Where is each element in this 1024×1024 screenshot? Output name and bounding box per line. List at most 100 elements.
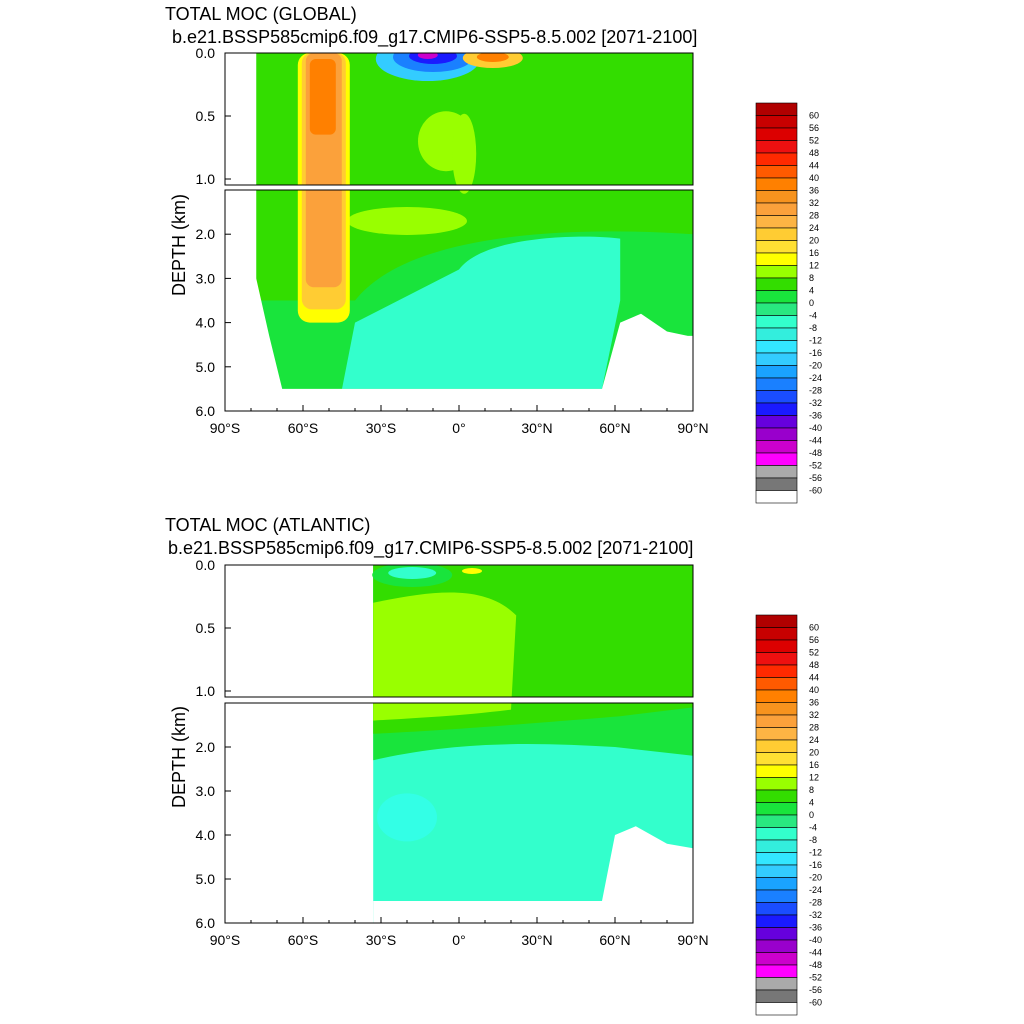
colorbar-box: [755, 315, 798, 329]
colorbar-label: 4: [809, 286, 814, 296]
y-tick-label: 5.0: [196, 359, 216, 375]
colorbar-label: 48: [809, 148, 819, 158]
colorbar-box: [755, 864, 798, 878]
chart-subtitle: b.e21.BSSP585cmip6.f09_g17.CMIP6-SSP5-8.…: [172, 27, 697, 48]
x-tick-label: 60°S: [288, 932, 319, 948]
colorbar-box: [755, 277, 798, 291]
x-tick-label: 60°N: [599, 420, 630, 436]
field-region: [347, 206, 467, 235]
colorbar-label: 0: [809, 810, 814, 820]
field-region: [388, 567, 437, 579]
colorbar-label: -56: [809, 985, 822, 995]
colorbar-box: [755, 877, 798, 891]
colorbar-label: -40: [809, 935, 822, 945]
colorbar-box: [755, 952, 798, 966]
colorbar-box: [755, 614, 798, 628]
land-mask: [373, 826, 693, 923]
colorbar-label: -44: [809, 436, 822, 446]
colorbar-box: [755, 914, 798, 928]
y-tick-label: 5.0: [196, 871, 216, 887]
colorbar-box: [755, 689, 798, 703]
colorbar-box: [755, 702, 798, 716]
colorbar-box: [755, 727, 798, 741]
colorbar-label: 52: [809, 136, 819, 146]
colorbar-global: 60565248444036322824201612840-4-8-12-16-…: [755, 102, 822, 504]
colorbar-box: [755, 390, 798, 404]
colorbar-label: -20: [809, 873, 822, 883]
y-axis-label: DEPTH (km): [169, 194, 189, 296]
colorbar-label: -56: [809, 473, 822, 483]
y-tick-label: 6.0: [196, 915, 216, 931]
colorbar-box: [755, 377, 798, 391]
y-tick-label: 6.0: [196, 403, 216, 419]
colorbar-box: [755, 977, 798, 991]
colorbar-box: [755, 639, 798, 653]
colorbar-box: [755, 427, 798, 441]
chart-subtitle: b.e21.BSSP585cmip6.f09_g17.CMIP6-SSP5-8.…: [168, 538, 693, 559]
colorbar-box: [755, 465, 798, 479]
colorbar-label: 40: [809, 685, 819, 695]
colorbar-box: [755, 802, 798, 816]
colorbar-label: 36: [809, 698, 819, 708]
plot-frame: [224, 52, 694, 186]
y-tick-label: 1.0: [196, 171, 216, 187]
colorbar-label: -24: [809, 885, 822, 895]
x-tick-label: 0°: [452, 420, 465, 436]
colorbar-label: -48: [809, 448, 822, 458]
colorbar-label: 60: [809, 111, 819, 121]
colorbar-label: 56: [809, 635, 819, 645]
colorbar-box: [755, 440, 798, 454]
colorbar-label: 24: [809, 735, 819, 745]
colorbar-box: [755, 415, 798, 429]
field-region: [417, 53, 438, 59]
colorbar-label: 40: [809, 173, 819, 183]
colorbar-label: -60: [809, 998, 822, 1008]
colorbar-box: [755, 240, 798, 254]
colorbar-label: 28: [809, 211, 819, 221]
y-tick-label: 0.0: [196, 45, 216, 61]
colorbar-label: 44: [809, 161, 819, 171]
colorbar-box: [755, 752, 798, 766]
colorbar-label: -40: [809, 423, 822, 433]
x-tick-label: 0°: [452, 932, 465, 948]
y-tick-label: 2.0: [196, 226, 216, 242]
colorbar-box: [755, 852, 798, 866]
field-region: [373, 592, 517, 721]
colorbar-box: [755, 190, 798, 204]
field-region: [342, 236, 621, 389]
colorbar-box: [755, 814, 798, 828]
colorbar-label: -36: [809, 411, 822, 421]
colorbar-box: [755, 477, 798, 491]
colorbar-label: 36: [809, 186, 819, 196]
colorbar-label: 24: [809, 223, 819, 233]
colorbar-box: [755, 627, 798, 641]
x-tick-label: 60°S: [288, 420, 319, 436]
colorbar-box: [755, 202, 798, 216]
colorbar-label: 12: [809, 261, 819, 271]
y-tick-label: 0.5: [196, 108, 216, 124]
colorbar-box: [755, 265, 798, 279]
colorbar-atlantic: 60565248444036322824201612840-4-8-12-16-…: [755, 614, 822, 1016]
colorbar-box: [755, 490, 798, 504]
chart-title: TOTAL MOC (GLOBAL): [165, 4, 357, 24]
colorbar-label: 48: [809, 660, 819, 670]
colorbar-box: [755, 677, 798, 691]
colorbar-label: 12: [809, 773, 819, 783]
colorbar-box: [755, 939, 798, 953]
colorbar-box: [755, 452, 798, 466]
colorbar-box: [755, 839, 798, 853]
colorbar-label: -32: [809, 910, 822, 920]
colorbar-label: 16: [809, 760, 819, 770]
y-tick-label: 3.0: [196, 270, 216, 286]
colorbar-box: [755, 340, 798, 354]
x-tick-label: 90°N: [677, 932, 708, 948]
colorbar-label: 32: [809, 198, 819, 208]
colorbar-label: 28: [809, 723, 819, 733]
colorbar-label: 0: [809, 298, 814, 308]
colorbar-box: [755, 764, 798, 778]
colorbar-label: 4: [809, 798, 814, 808]
y-tick-label: 2.0: [196, 739, 216, 755]
y-tick-label: 1.0: [196, 683, 216, 699]
colorbar-box: [755, 739, 798, 753]
